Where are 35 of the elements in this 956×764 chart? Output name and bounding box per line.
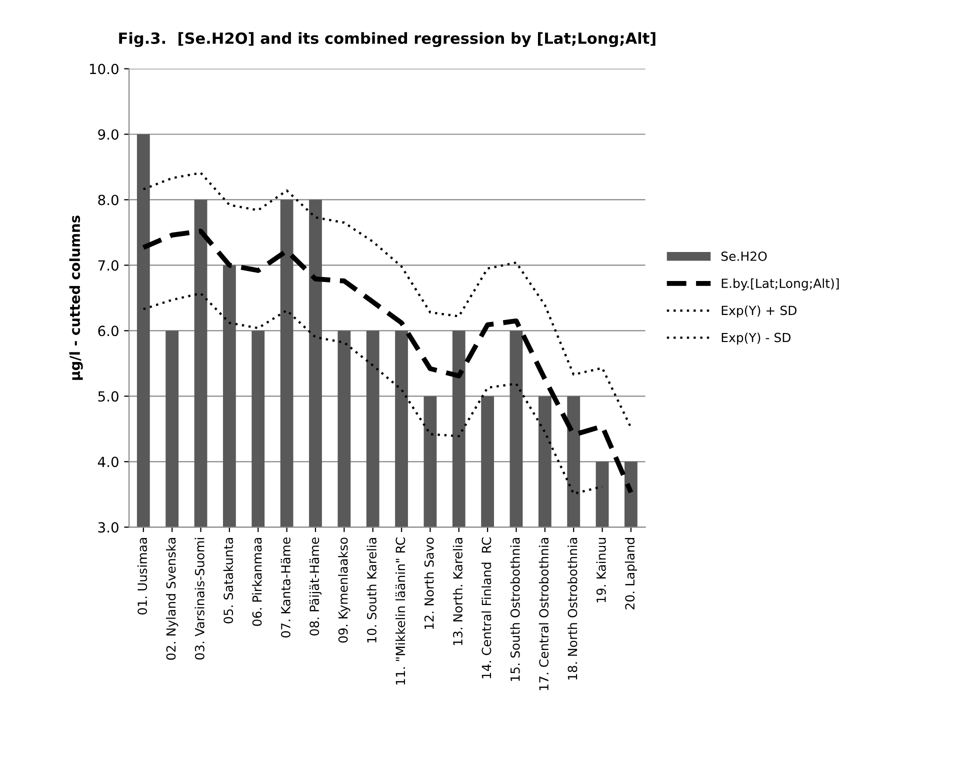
x-tick-label: 06. Pirkanmaa (252, 538, 262, 626)
x-tick-label: 05. Satakunta (223, 538, 234, 624)
line-series (142, 172, 632, 429)
x-tick-label: 03. Varsinais-Suomi (194, 538, 204, 660)
x-tick-label: 08. Päijät-Häme (309, 538, 322, 636)
x-tick-label: 01. Uusimaa (137, 538, 148, 614)
legend-label: E.by.[Lat;Long;Alt)] (722, 278, 839, 290)
x-tick-label: 19. Kainuu (596, 538, 606, 602)
y-axis-title: µg/l - cutted columns (69, 216, 83, 380)
x-tick-label: 14. Central Finland RC (482, 538, 492, 678)
y-tick-label: 10.0 (90, 64, 118, 74)
y-tick-label: 4.0 (98, 456, 118, 468)
line-series (140, 228, 634, 495)
legend-label: Exp(Y) + SD (722, 305, 796, 318)
x-tick-label: 11. "Mikkelin läänin" RC (395, 538, 406, 685)
x-tick-label: 07. Kanta-Häme (280, 538, 290, 638)
x-tick-label: 20. Lapland (624, 538, 638, 610)
y-tick-label: 3.0 (98, 522, 118, 533)
x-tick-label: 15. South Ostrobothnia (510, 538, 520, 681)
y-tick-label: 8.0 (98, 194, 118, 206)
line-series (142, 292, 604, 495)
y-tick-label: 9.0 (98, 129, 118, 140)
x-tick-label: 02. Nyland Svenska (166, 538, 178, 660)
y-tick-label: 5.0 (98, 391, 118, 402)
y-tick-label: 7.0 (98, 260, 118, 271)
x-tick-label: 10. South Karelia (366, 538, 376, 642)
x-tick-label: 18. North Ostrobothnia (568, 538, 578, 680)
x-tick-label: 13. North. Karelia (452, 538, 463, 646)
legend-label: Exp(Y) - SD (722, 332, 791, 345)
chart-title: Fig.3. [Se.H2O] and its combined regression by [Lat;Long;Alt] (119, 32, 656, 48)
legend-label: Se.H2O (721, 251, 767, 261)
x-tick-label: 12. North Savo (424, 538, 434, 629)
y-tick-label: 6.0 (98, 326, 118, 336)
x-tick-label: 09. Kymenlaakso (338, 538, 350, 643)
x-tick-label: 17. Central Ostrobothnia (538, 538, 549, 690)
